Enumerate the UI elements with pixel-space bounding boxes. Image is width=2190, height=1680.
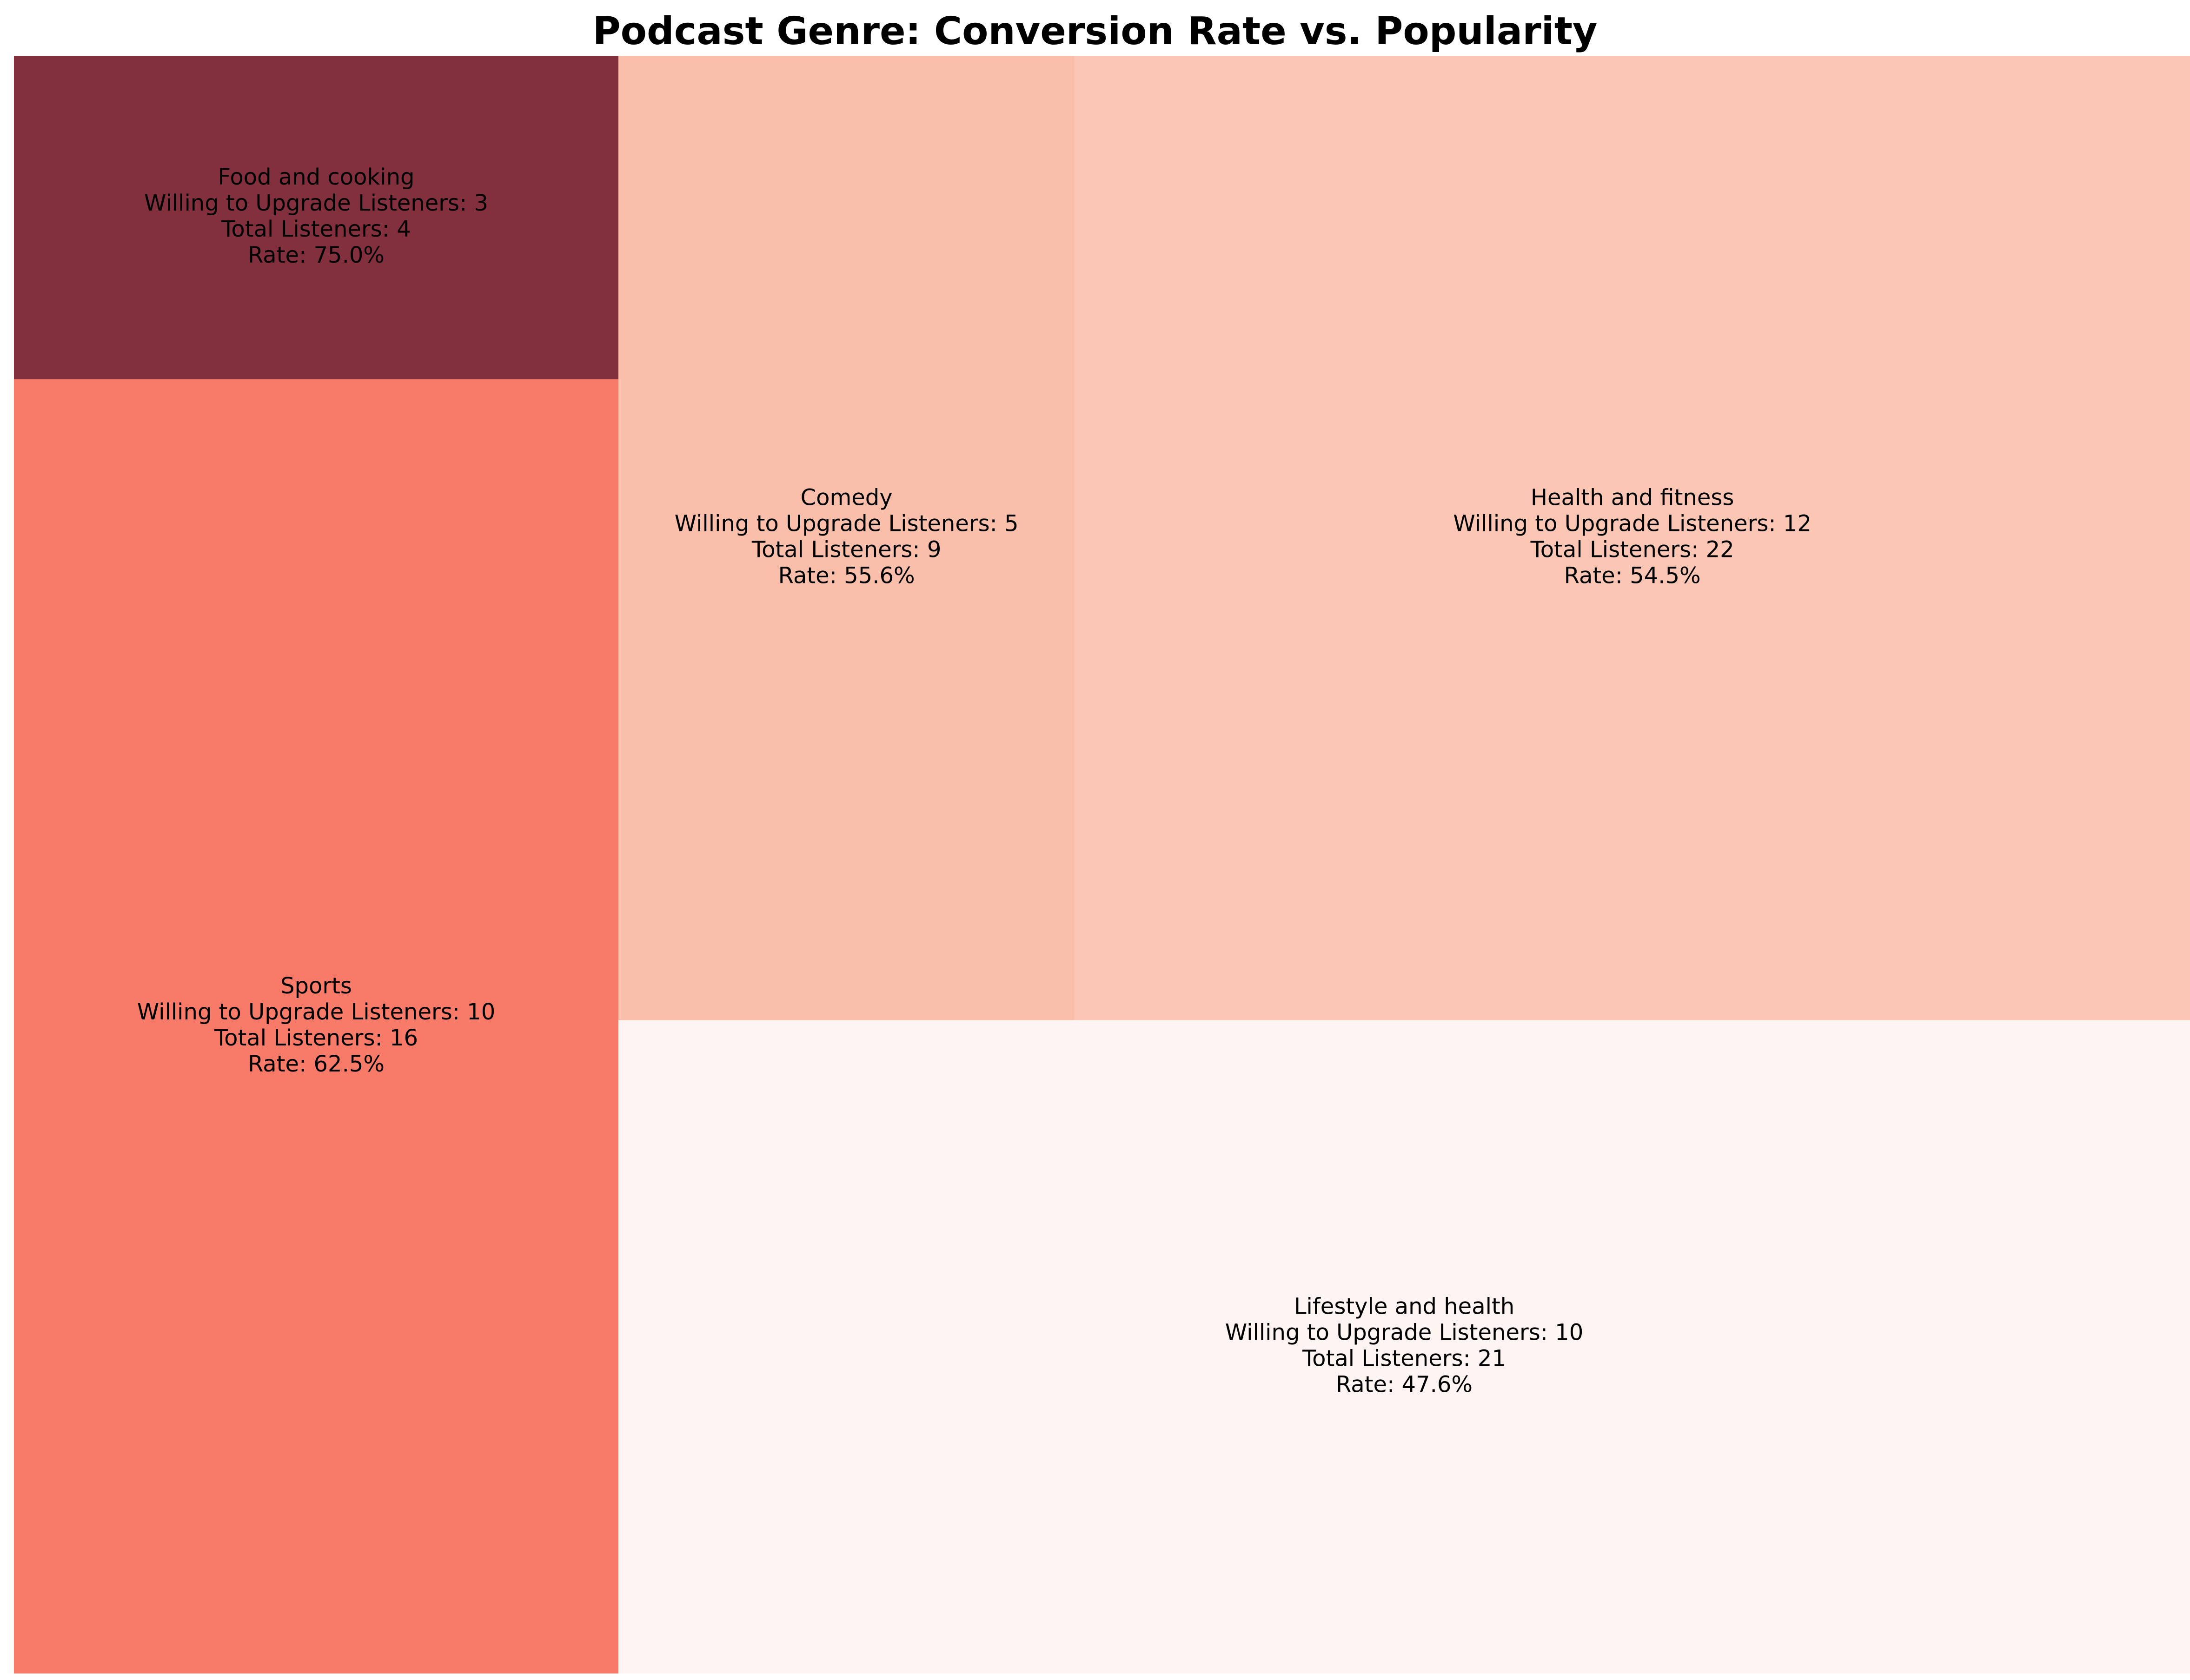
- tile-data-label: Total Listeners: 4: [221, 216, 411, 242]
- tile-data-label: Willing to Upgrade Listeners: 10: [137, 999, 495, 1025]
- tile-genre-label: Sports: [280, 973, 352, 999]
- tile-genre-label: Food and cooking: [218, 164, 414, 190]
- tile-data-label: Willing to Upgrade Listeners: 10: [1225, 1319, 1583, 1345]
- tile-data-label: Rate: 47.6%: [1336, 1371, 1473, 1397]
- tile-data-label: Rate: 62.5%: [248, 1051, 385, 1077]
- treemap-tile: [14, 56, 618, 379]
- treemap-tile: [1075, 56, 2190, 1020]
- tile-genre-label: Comedy: [801, 484, 893, 510]
- treemap-tile: [618, 1020, 2190, 1673]
- tile-data-label: Total Listeners: 22: [1530, 536, 1734, 562]
- tile-data-label: Rate: 55.6%: [778, 562, 915, 589]
- tile-data-label: Willing to Upgrade Listeners: 12: [1453, 510, 1811, 536]
- chart-title: Podcast Genre: Conversion Rate vs. Popul…: [592, 9, 1598, 53]
- tile-genre-label: Lifestyle and health: [1294, 1293, 1514, 1319]
- treemap-tile: [618, 56, 1075, 1020]
- tile-data-label: Total Listeners: 21: [1302, 1345, 1506, 1371]
- tile-genre-label: Health and fitness: [1531, 484, 1734, 510]
- tile-data-label: Willing to Upgrade Listeners: 5: [675, 510, 1019, 536]
- treemap-tile: [14, 379, 618, 1673]
- tile-data-label: Rate: 75.0%: [248, 242, 385, 268]
- tile-data-label: Total Listeners: 9: [751, 536, 941, 562]
- tile-data-label: Total Listeners: 16: [214, 1025, 418, 1051]
- tile-data-label: Rate: 54.5%: [1564, 562, 1701, 589]
- tile-data-label: Willing to Upgrade Listeners: 3: [144, 190, 488, 216]
